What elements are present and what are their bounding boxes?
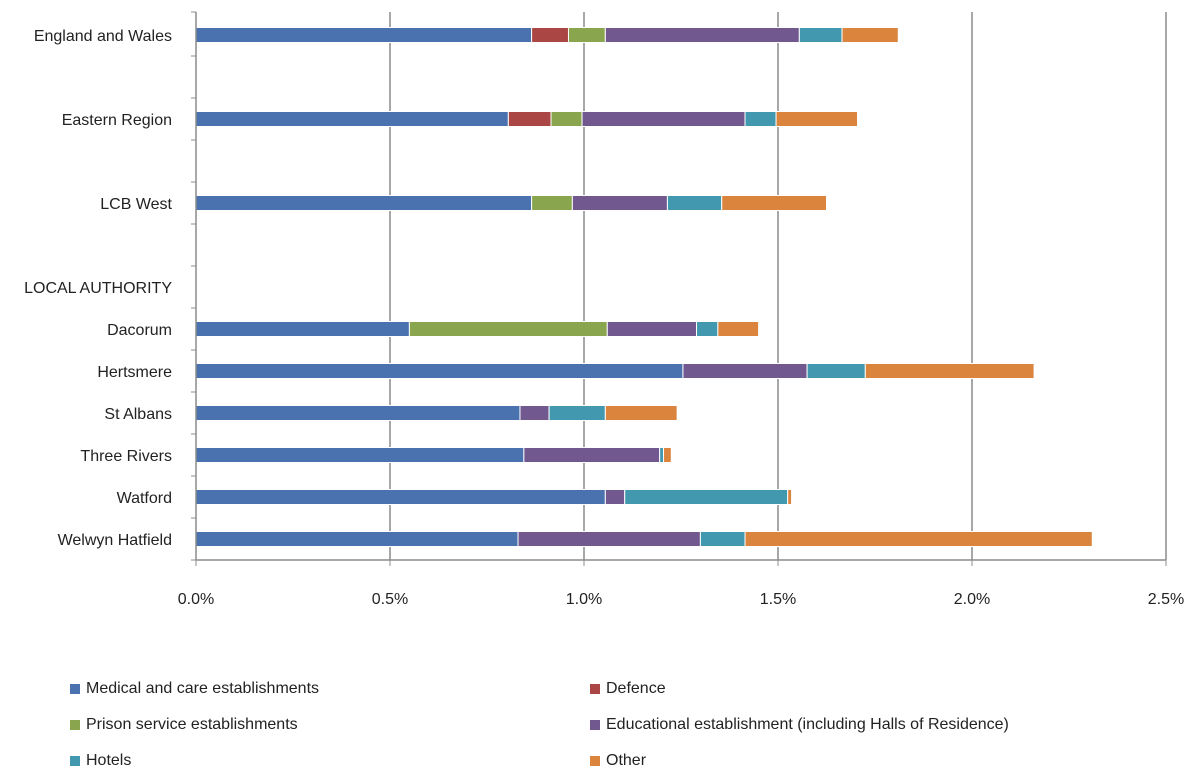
category-label: Hertsmere	[97, 364, 172, 381]
bar-segment-medical-and-care-establishments	[195, 111, 509, 127]
bar-segment-hotels	[659, 447, 665, 463]
legend-item: Hotels	[70, 752, 131, 770]
legend-swatch	[590, 756, 600, 766]
bar-segment-prison-service-establishments	[550, 111, 583, 127]
category-label: St Albans	[104, 406, 172, 423]
bar-segment-educational-establishment-including-halls-of-residence	[604, 489, 626, 505]
legend-item: Prison service establishments	[70, 716, 298, 734]
legend-label: Educational establishment (including Hal…	[606, 716, 1009, 733]
bar-segment-medical-and-care-establishments	[195, 489, 606, 505]
bar-segment-medical-and-care-establishments	[195, 405, 521, 421]
x-tick-label: 1.5%	[760, 591, 796, 608]
legend-swatch	[590, 720, 600, 730]
bar-segment-defence	[507, 111, 552, 127]
category-label: Dacorum	[107, 322, 172, 339]
legend-swatch	[70, 684, 80, 694]
bar-segment-other	[744, 531, 1093, 547]
legend-label: Defence	[606, 680, 666, 697]
bar-segment-educational-establishment-including-halls-of-residence	[519, 405, 550, 421]
bar-segment-other	[787, 489, 793, 505]
bar-segment-other	[717, 321, 760, 337]
bar-segment-other	[721, 195, 827, 211]
x-tick-label: 2.5%	[1148, 591, 1184, 608]
bar-segment-medical-and-care-establishments	[195, 27, 533, 43]
legend-item: Educational establishment (including Hal…	[590, 716, 1009, 734]
bar-segment-hotels	[699, 531, 746, 547]
legend-swatch	[70, 720, 80, 730]
bar-segment-prison-service-establishments	[408, 321, 608, 337]
category-label: LOCAL AUTHORITY	[24, 280, 172, 297]
bar-segment-hotels	[666, 195, 723, 211]
bar-segment-hotels	[744, 111, 777, 127]
bar-segment-educational-establishment-including-halls-of-residence	[606, 321, 698, 337]
bar-segment-prison-service-establishments	[531, 195, 573, 211]
category-label: Eastern Region	[62, 112, 172, 129]
legend-label: Medical and care establishments	[86, 680, 320, 697]
bar-segment-educational-establishment-including-halls-of-residence	[581, 111, 746, 127]
bar-segment-other	[864, 363, 1035, 379]
category-label: Watford	[117, 490, 172, 507]
legend-item: Other	[590, 752, 646, 770]
bar-segment-medical-and-care-establishments	[195, 321, 410, 337]
category-label: England and Wales	[34, 28, 172, 45]
bar-segment-medical-and-care-establishments	[195, 531, 519, 547]
bar-segment-hotels	[806, 363, 866, 379]
bar-segment-medical-and-care-establishments	[195, 447, 525, 463]
category-label: LCB West	[100, 196, 172, 213]
legend-label: Other	[606, 752, 647, 769]
bar-segment-educational-establishment-including-halls-of-residence	[523, 447, 661, 463]
x-tick-label: 2.0%	[954, 591, 990, 608]
legend-item: Medical and care establishments	[70, 680, 319, 698]
bar-segment-hotels	[548, 405, 606, 421]
legend-label: Prison service establishments	[86, 716, 298, 733]
bar-segment-other	[663, 447, 672, 463]
bar-segment-defence	[531, 27, 569, 43]
bar-segment-hotels	[624, 489, 789, 505]
gridlines	[389, 12, 1167, 560]
legend-label: Hotels	[86, 752, 132, 769]
bar-segment-medical-and-care-establishments	[195, 195, 533, 211]
bar-segment-other	[841, 27, 899, 43]
bar-segment-other	[604, 405, 678, 421]
bar-segment-educational-establishment-including-halls-of-residence	[682, 363, 808, 379]
category-labels: England and Wales Eastern Region LCB West L…	[24, 28, 172, 549]
bar-segment-educational-establishment-including-halls-of-residence	[604, 27, 800, 43]
bar-segment-prison-service-establishments	[567, 27, 606, 43]
bar-segment-hotels	[696, 321, 719, 337]
axes	[191, 11, 1167, 566]
bar-segment-hotels	[798, 27, 843, 43]
bars	[195, 27, 1093, 547]
x-tick-label: 0.0%	[178, 591, 214, 608]
legend-swatch	[590, 684, 600, 694]
x-tick-labels: 0.0% 0.5% 1.0% 1.5% 2.0% 2.5%	[178, 591, 1184, 608]
bar-segment-educational-establishment-including-halls-of-residence	[571, 195, 668, 211]
category-label: Three Rivers	[80, 448, 172, 465]
bar-segment-other	[775, 111, 859, 127]
x-tick-label: 0.5%	[372, 591, 408, 608]
x-tick-label: 1.0%	[566, 591, 602, 608]
category-label: Welwyn Hatfield	[58, 532, 172, 549]
legend-item: Defence	[590, 680, 666, 698]
legend-swatch	[70, 756, 80, 766]
bar-segment-medical-and-care-establishments	[195, 363, 684, 379]
bar-segment-educational-establishment-including-halls-of-residence	[517, 531, 701, 547]
